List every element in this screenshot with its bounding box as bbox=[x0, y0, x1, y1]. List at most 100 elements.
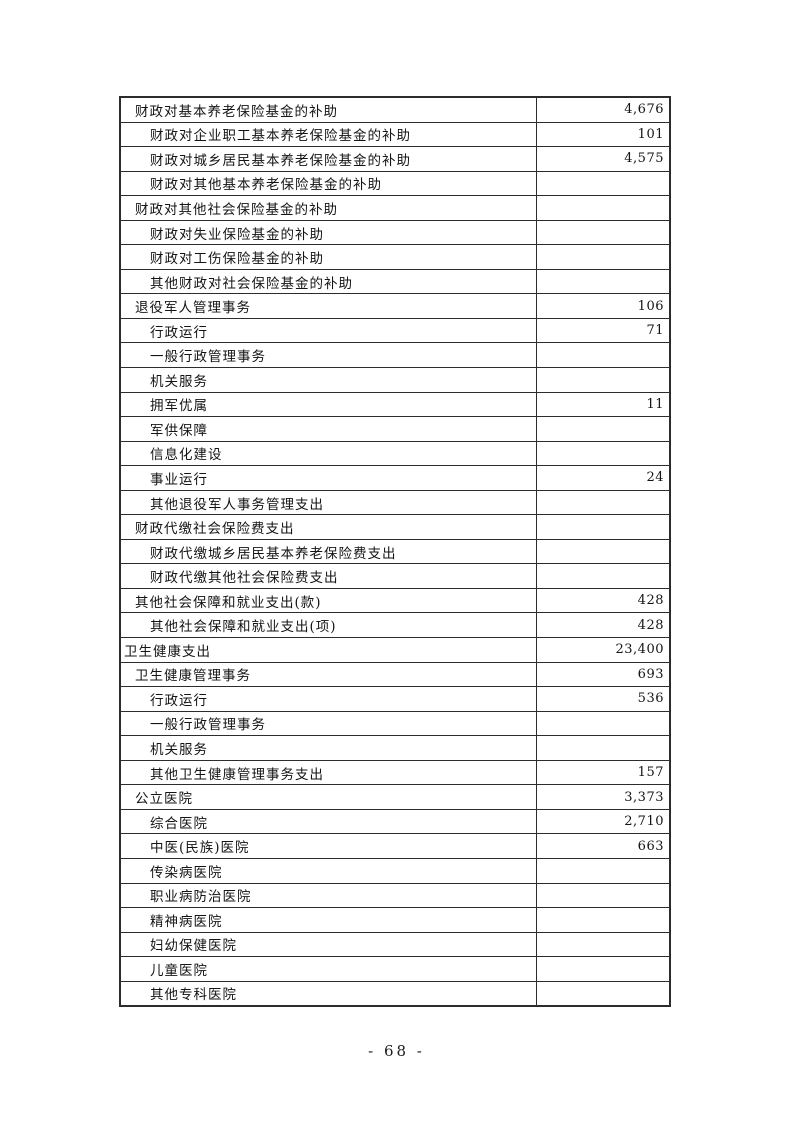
table-row: 财政对企业职工基本养老保险基金的补助 101 bbox=[121, 121, 669, 147]
item-label-cell: 信息化建设 bbox=[121, 441, 537, 466]
item-label-cell: 财政对其他基本养老保险基金的补助 bbox=[121, 171, 537, 196]
item-label-cell: 一般行政管理事务 bbox=[121, 711, 537, 736]
item-label-cell: 财政对基本养老保险基金的补助 bbox=[121, 98, 537, 122]
table-row: 其他专科医院 bbox=[121, 980, 669, 1006]
item-amount-cell bbox=[537, 736, 669, 760]
table-row: 财政对基本养老保险基金的补助 4,676 bbox=[121, 98, 669, 122]
item-amount-cell: 428 bbox=[637, 617, 664, 633]
table-row: 退役军人管理事务 106 bbox=[121, 293, 669, 318]
item-amount-cell bbox=[537, 172, 669, 196]
item-amount-cell bbox=[537, 515, 669, 539]
item-label-cell: 机关服务 bbox=[121, 368, 537, 392]
item-amount-cell bbox=[537, 859, 669, 883]
item-label-cell: 机关服务 bbox=[121, 736, 537, 760]
item-amount-cell bbox=[537, 221, 669, 245]
item-label-cell: 行政运行 bbox=[121, 318, 537, 343]
item-amount-cell bbox=[537, 442, 669, 466]
item-amount-cell bbox=[537, 540, 669, 564]
table-row: 中医(民族)医院 663 bbox=[121, 833, 669, 858]
item-amount-cell bbox=[537, 343, 669, 367]
budget-table: 财政对基本养老保险基金的补助 4,676 财政对企业职工基本养老保险基金的补助 101… bbox=[119, 96, 671, 1007]
item-amount-cell: 428 bbox=[637, 593, 664, 609]
item-label-cell: 其他退役军人事务管理支出 bbox=[121, 490, 537, 515]
table-row: 财政代缴城乡居民基本养老保险费支出 bbox=[121, 538, 669, 564]
table-row: 拥军优属 11 bbox=[121, 391, 669, 417]
item-label-cell: 拥军优属 bbox=[121, 392, 537, 417]
table-row: 事业运行 24 bbox=[121, 465, 669, 490]
item-label-cell: 财政对失业保险基金的补助 bbox=[121, 220, 537, 245]
item-amount-cell: 2,710 bbox=[624, 814, 664, 830]
item-amount-cell bbox=[537, 933, 669, 957]
item-amount-cell bbox=[537, 564, 669, 588]
item-amount-cell: 101 bbox=[637, 126, 664, 142]
item-label-cell: 财政代缴城乡居民基本养老保险费支出 bbox=[121, 539, 537, 564]
item-amount-cell bbox=[537, 368, 669, 392]
item-amount-cell bbox=[537, 417, 669, 441]
table-row: 其他退役军人事务管理支出 bbox=[121, 489, 669, 515]
table-row: 公立医院 3,373 bbox=[121, 784, 669, 809]
table-row: 其他社会保障和就业支出(款) 428 bbox=[121, 587, 669, 613]
item-amount-cell bbox=[537, 245, 669, 269]
table-row: 行政运行 71 bbox=[121, 317, 669, 343]
table-row: 财政对其他社会保险基金的补助 bbox=[121, 195, 669, 220]
item-amount-cell: 157 bbox=[637, 765, 664, 781]
table-row: 卫生健康管理事务 693 bbox=[121, 661, 669, 687]
item-label-cell: 财政对城乡居民基本养老保险基金的补助 bbox=[121, 147, 537, 171]
item-amount-cell: 693 bbox=[637, 666, 664, 682]
item-label-cell: 财政代缴其他社会保险费支出 bbox=[121, 564, 537, 588]
item-amount-cell bbox=[537, 270, 669, 294]
item-amount-cell: 536 bbox=[637, 691, 664, 707]
table-row: 其他卫生健康管理事务支出 157 bbox=[121, 759, 669, 785]
item-amount-cell: 4,575 bbox=[624, 151, 664, 167]
table-row: 财政代缴社会保险费支出 bbox=[121, 514, 669, 539]
item-label-cell: 卫生健康管理事务 bbox=[121, 662, 537, 687]
table-row: 财政代缴其他社会保险费支出 bbox=[121, 563, 669, 588]
table-row: 军供保障 bbox=[121, 416, 669, 441]
page-number: - 68 - bbox=[368, 1042, 425, 1060]
item-label-cell: 传染病医院 bbox=[121, 858, 537, 883]
table-row: 财政对城乡居民基本养老保险基金的补助 4,575 bbox=[121, 146, 669, 171]
item-amount-cell bbox=[537, 957, 669, 981]
table-row: 财政对其他基本养老保险基金的补助 bbox=[121, 170, 669, 196]
item-label-cell: 精神病医院 bbox=[121, 908, 537, 932]
item-amount-cell: 106 bbox=[637, 298, 664, 314]
item-amount-cell: 11 bbox=[646, 396, 664, 412]
table-row: 儿童医院 bbox=[121, 956, 669, 981]
item-label-cell: 一般行政管理事务 bbox=[121, 343, 537, 368]
item-amount-cell bbox=[537, 712, 669, 736]
item-label-cell: 中医(民族)医院 bbox=[121, 834, 537, 858]
item-label-cell: 财政对企业职工基本养老保险基金的补助 bbox=[121, 122, 537, 147]
item-amount-cell bbox=[537, 908, 669, 932]
table-row: 综合医院 2,710 bbox=[121, 808, 669, 834]
table-row: 精神病医院 bbox=[121, 907, 669, 932]
item-label-cell: 综合医院 bbox=[121, 809, 537, 834]
item-label-cell: 其他财政对社会保险基金的补助 bbox=[121, 269, 537, 294]
item-amount-cell bbox=[537, 491, 669, 515]
table-row: 一般行政管理事务 bbox=[121, 342, 669, 368]
item-amount-cell bbox=[537, 982, 669, 1006]
table-row: 行政运行 536 bbox=[121, 686, 669, 711]
item-amount-cell: 23,400 bbox=[615, 642, 664, 658]
item-amount-cell: 71 bbox=[646, 323, 664, 339]
item-amount-cell bbox=[537, 196, 669, 220]
item-amount-cell bbox=[537, 884, 669, 908]
item-label-cell: 财政对工伤保险基金的补助 bbox=[121, 245, 537, 269]
table-row: 其他财政对社会保险基金的补助 bbox=[121, 268, 669, 294]
table-row: 妇幼保健医院 bbox=[121, 931, 669, 957]
table-row: 财政对工伤保险基金的补助 bbox=[121, 244, 669, 269]
table-row: 机关服务 bbox=[121, 735, 669, 760]
item-label-cell: 事业运行 bbox=[121, 466, 537, 490]
item-amount-cell: 663 bbox=[637, 838, 664, 854]
table-row: 信息化建设 bbox=[121, 440, 669, 466]
item-label-cell: 财政代缴社会保险费支出 bbox=[121, 515, 537, 539]
item-label-cell: 行政运行 bbox=[121, 687, 537, 711]
item-label-cell: 其他社会保障和就业支出(款) bbox=[121, 588, 537, 613]
item-amount-cell: 24 bbox=[646, 470, 664, 486]
table-row: 机关服务 bbox=[121, 367, 669, 392]
item-label-cell: 卫生健康支出 bbox=[121, 638, 537, 662]
table-row: 传染病医院 bbox=[121, 857, 669, 883]
table-row: 职业病防治医院 bbox=[121, 882, 669, 908]
table-row: 卫生健康支出 23,400 bbox=[121, 637, 669, 662]
item-label-cell: 儿童医院 bbox=[121, 957, 537, 981]
item-label-cell: 财政对其他社会保险基金的补助 bbox=[121, 196, 537, 220]
